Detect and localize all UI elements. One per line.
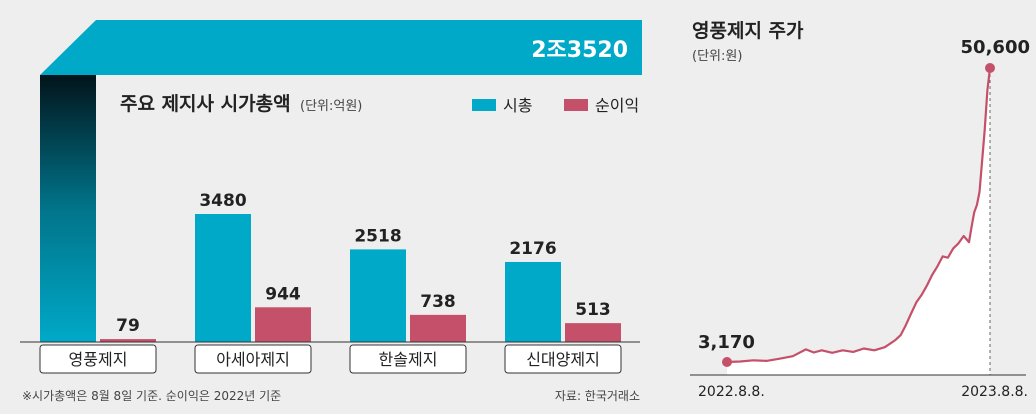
- value-label-market-cap-3: 2518: [354, 226, 401, 246]
- end-value-label: 50,600: [961, 37, 1030, 58]
- chart-title: 주요 제지사 시가총액: [120, 93, 291, 115]
- category-box-3: [349, 344, 467, 374]
- x-tick-label-end: 2023.8.8.: [961, 384, 1028, 400]
- bar-market-cap-fold: [40, 20, 642, 75]
- legend-label-net-income: 순이익: [595, 96, 639, 115]
- value-label-net-income-1: 79: [116, 316, 140, 336]
- value-label-market-cap-1: 2조3520: [531, 38, 628, 63]
- start-point: [722, 357, 732, 367]
- bar-market-cap-4: [505, 261, 561, 342]
- category-box-1: [39, 344, 157, 374]
- bar-market-cap-1: [40, 75, 96, 342]
- legend-label-market-cap: 시총: [503, 96, 532, 115]
- category-label-1: 영풍제지: [69, 350, 128, 369]
- value-label-market-cap-4: 2176: [509, 239, 556, 259]
- value-label-net-income-3: 738: [420, 292, 456, 312]
- footnote: ※시가총액은 8월 8일 기준. 순이익은 2022년 기준: [22, 389, 281, 403]
- chart-unit-note: (단위:억원): [300, 99, 362, 114]
- category-label-4: 신대양제지: [526, 350, 600, 369]
- stock-chart-title: 영풍제지 주가: [692, 20, 804, 42]
- legend-swatch-market-cap: [472, 99, 496, 111]
- value-label-net-income-2: 944: [265, 284, 301, 304]
- start-value-label: 3,170: [698, 332, 755, 353]
- category-label-3: 한솔제지: [379, 350, 438, 369]
- bar-net-income-1: [100, 339, 156, 342]
- price-line: [726, 67, 992, 364]
- source-note: 자료: 한국거래소: [555, 389, 640, 403]
- stock-price-chart: 영풍제지 주가 (단위:원) 3,170 50,600 2022.8.8. 2023.…: [690, 20, 1030, 400]
- bar-market-cap-3: [350, 249, 406, 342]
- stock-chart-unit-note: (단위:원): [692, 49, 742, 64]
- price-area: [727, 68, 990, 375]
- category-label-2: 아세아제지: [216, 350, 290, 369]
- category-box-2: [194, 344, 312, 374]
- bar-net-income-4: [565, 323, 621, 342]
- bar-net-income-2: [255, 307, 311, 342]
- x-tick-label-start: 2022.8.8.: [698, 384, 765, 400]
- value-label-net-income-4: 513: [575, 300, 611, 320]
- end-point: [985, 63, 995, 73]
- legend-swatch-net-income: [564, 99, 588, 111]
- bar-net-income-3: [410, 314, 466, 342]
- category-box-4: [504, 344, 622, 374]
- bar-market-cap-2: [195, 214, 251, 342]
- value-label-market-cap-2: 3480: [199, 191, 246, 211]
- market-cap-chart: 2조3520 79 영풍제지 3480 944 아세아제지 2518 738 한솔제지 2176 5…: [20, 20, 642, 403]
